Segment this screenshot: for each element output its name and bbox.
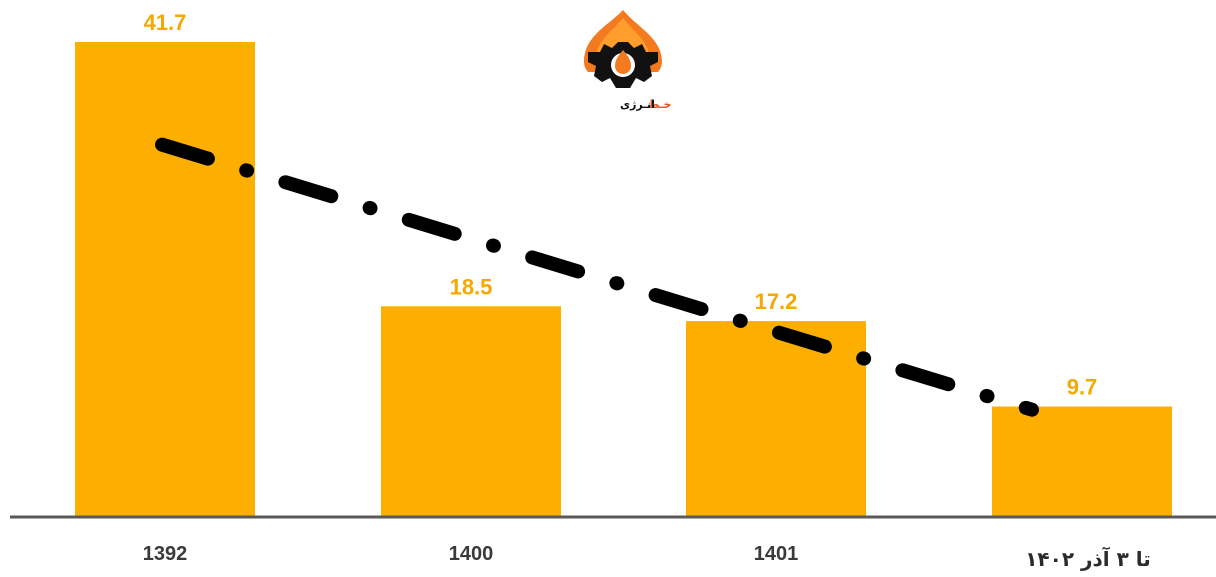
value-label-3: 9.7 xyxy=(1067,375,1098,400)
bar-2 xyxy=(686,321,866,517)
trendline xyxy=(162,145,1032,410)
x-tick-label-3: تا ۳ آذر ۱۴۰۲ xyxy=(1025,546,1151,571)
logo: خـط انـرژی xyxy=(584,10,671,111)
value-label-0: 41.7 xyxy=(144,10,187,35)
bar-3 xyxy=(992,407,1172,517)
x-tick-label-1: 1400 xyxy=(449,543,494,565)
flame-gear-icon xyxy=(584,10,662,88)
value-label-1: 18.5 xyxy=(450,274,493,299)
logo-text-main: انـرژی xyxy=(620,98,655,111)
bar-0 xyxy=(75,42,255,517)
trendline-path xyxy=(162,145,1032,410)
bars-layer xyxy=(75,42,1172,517)
bar-1 xyxy=(381,306,561,517)
x-tick-label-0: 1392 xyxy=(143,543,188,565)
x-axis-tick-labels: 1392 1400 1401 تا ۳ آذر ۱۴۰۲ xyxy=(143,543,1151,571)
x-tick-label-2: 1401 xyxy=(754,543,799,565)
value-label-2: 17.2 xyxy=(755,289,798,314)
